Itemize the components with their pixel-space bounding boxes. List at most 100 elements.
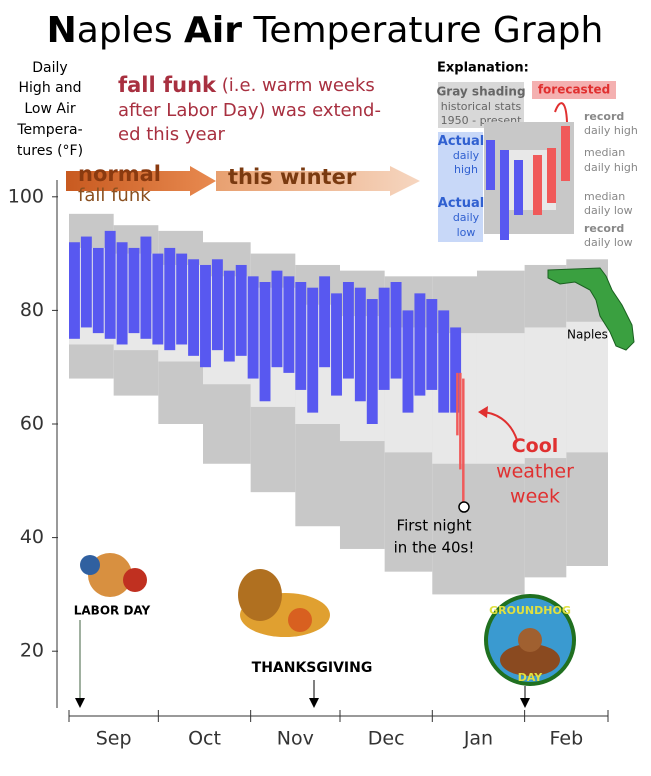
actual-bar	[247, 276, 259, 379]
y-axis-label: Daily High and Low Air Tempera- tures (°…	[16, 60, 83, 159]
actual-bar	[116, 242, 128, 345]
chart-title: Naples Air Temperature Graph	[47, 10, 604, 51]
event-arrow	[309, 698, 319, 708]
actual-bar	[366, 299, 378, 424]
x-tick-label: Jan	[463, 728, 493, 750]
actual-bar	[378, 287, 390, 390]
actual-bar	[211, 259, 223, 351]
actual-bar	[414, 293, 426, 396]
x-tick-label: Dec	[368, 728, 405, 750]
key-word: Actual	[438, 196, 484, 211]
actual-bar	[152, 253, 164, 345]
cool-arrowhead	[478, 406, 488, 418]
forecast-bar	[459, 372, 462, 470]
y-tick-label: 40	[20, 526, 44, 548]
cool-text: Cool	[512, 435, 559, 457]
forecast-key-text: forecasted	[538, 83, 610, 97]
key-bar	[547, 148, 556, 203]
actual-bar	[283, 276, 295, 373]
event-arrow	[75, 698, 85, 708]
actual-bar	[331, 293, 342, 396]
groundhog-icon: GROUNDHOG DAY	[484, 594, 576, 708]
y-label-line: tures (°F)	[17, 143, 83, 159]
normal-arrow	[66, 166, 216, 196]
actual-bar	[235, 264, 247, 356]
thanksgiving-icon: THANKSGIVING	[238, 569, 372, 708]
y-label-line: Daily	[32, 60, 67, 76]
actual-bar	[342, 282, 354, 379]
note-bold: fall funk	[118, 73, 217, 97]
actual-high-text: Actual	[438, 134, 484, 149]
median-high-text: median	[584, 146, 625, 159]
note-line: after Labor Day) was extend-	[118, 100, 381, 121]
actual-bar	[354, 287, 366, 402]
actual-bar	[164, 247, 176, 351]
actual-bar	[176, 253, 188, 345]
actual-bar	[390, 282, 402, 379]
normal-sub-text: fall funk	[78, 185, 151, 206]
actual-bar	[295, 282, 307, 390]
title-part: Air	[184, 10, 242, 51]
forecast-bar	[456, 372, 459, 436]
y-tick-label: 100	[8, 185, 44, 207]
actual-high-text: high	[454, 163, 478, 176]
actual-bar	[402, 310, 414, 413]
key-bar	[500, 150, 509, 240]
first-night-text: First night	[397, 517, 472, 535]
first-night-text: in the 40s!	[394, 539, 475, 557]
plot	[69, 213, 608, 595]
record-low-text: record	[584, 222, 624, 235]
y-tick-label: 60	[20, 413, 44, 435]
y-label-line: Low Air	[24, 101, 75, 117]
thanksgiving-text: THANKSGIVING	[252, 660, 373, 676]
actual-bar	[188, 259, 200, 356]
actual-bar	[271, 270, 283, 368]
record-high-text: daily high	[584, 124, 638, 137]
groundhog-text: DAY	[518, 671, 544, 684]
title-part: aples	[77, 10, 184, 51]
actual-low-text: daily	[453, 211, 480, 224]
note-line: ed this year	[118, 124, 226, 145]
actual-bar	[450, 327, 462, 413]
y-label-line: High and	[19, 80, 82, 96]
median-low-text: median	[584, 190, 625, 203]
naples-label: Naples	[567, 328, 608, 342]
forecast-key	[532, 81, 616, 99]
florida-map	[547, 267, 635, 351]
median-range	[524, 327, 567, 459]
actual-bar	[259, 282, 271, 402]
cool-text: weather	[496, 461, 574, 483]
actual-key	[438, 132, 483, 242]
x-tick-label: Sep	[96, 728, 132, 750]
actual-bar	[104, 230, 116, 339]
actual-bar	[223, 270, 235, 362]
actual-bar	[307, 287, 319, 413]
normal-text: normal	[78, 162, 161, 186]
actual-bar	[128, 247, 140, 334]
actual-bar	[69, 242, 80, 339]
gray-key	[438, 82, 524, 128]
gray-text: Gray shading	[436, 85, 525, 99]
title-part: Temperature Graph	[242, 10, 603, 51]
actual-bar	[426, 299, 438, 390]
explanation-title: Explanation:	[437, 61, 529, 76]
fall-funk-note: fall funk (i.e. warm weeks after Labor D…	[118, 73, 381, 145]
labor-day-text: LABOR DAY	[74, 604, 151, 618]
title-part: N	[47, 10, 77, 51]
winter-text: this winter	[228, 165, 357, 189]
gray-text: historical stats	[441, 100, 522, 113]
forecast-bar	[462, 378, 465, 504]
actual-low-text: Actual	[438, 196, 484, 211]
actual-bar	[80, 236, 92, 328]
key-bar	[561, 126, 570, 181]
actual-bar	[200, 264, 211, 368]
explanation: Explanation: Gray shading historical sta…	[436, 61, 637, 250]
actual-bar	[438, 310, 450, 413]
y-tick-label: 20	[20, 640, 44, 662]
record-low-text: daily low	[584, 236, 633, 249]
median-low-text: daily low	[584, 204, 633, 217]
first-night-marker	[458, 501, 470, 513]
note-line: fall funk (i.e. warm weeks	[118, 73, 375, 97]
key-word: Actual	[438, 134, 484, 149]
